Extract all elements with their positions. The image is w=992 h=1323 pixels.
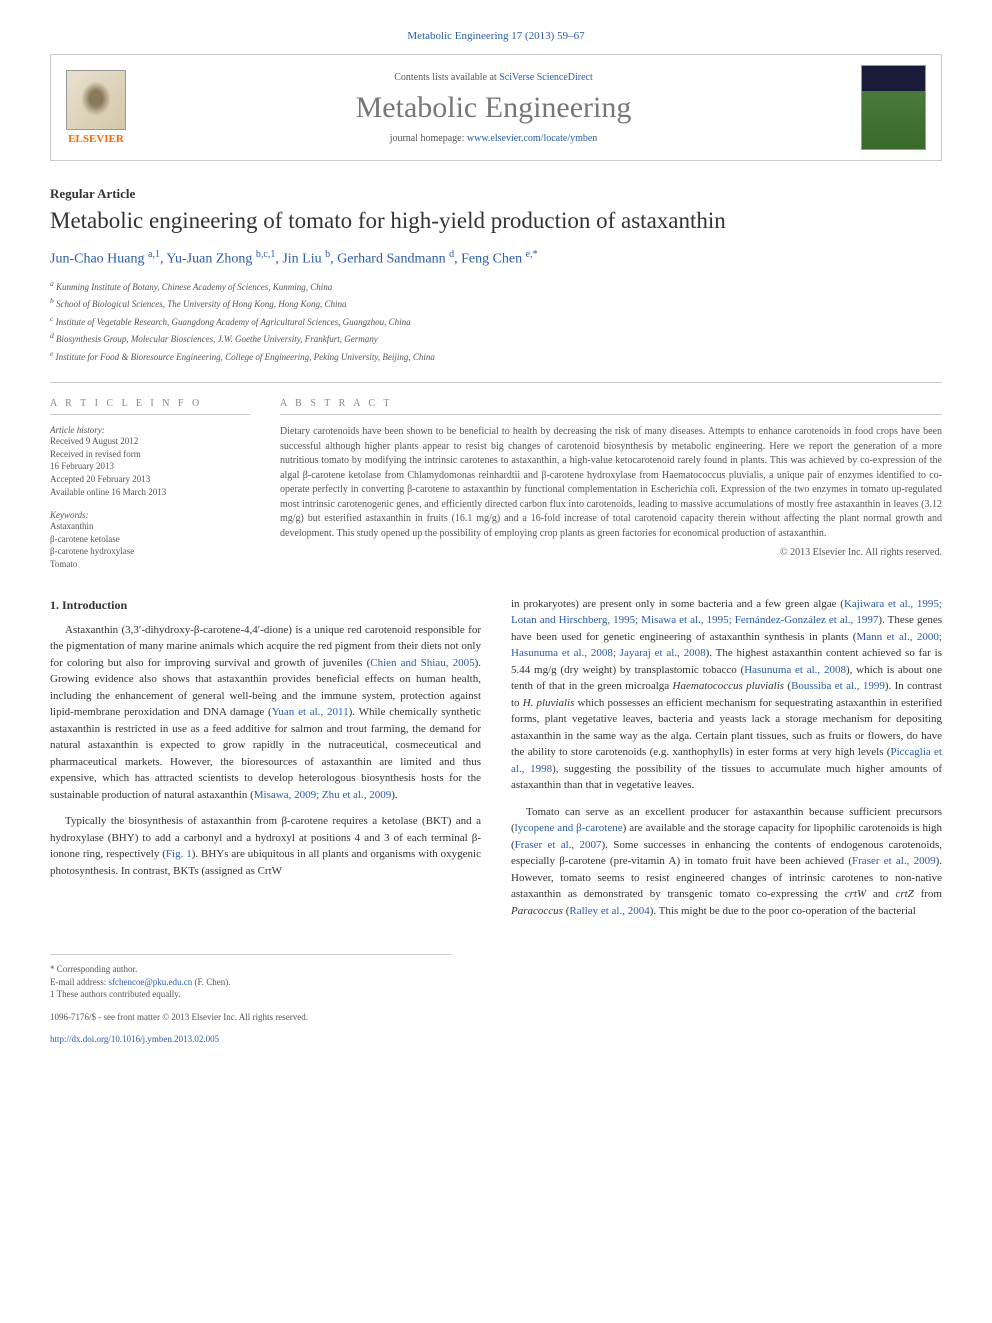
history-item: Accepted 20 February 2013 (50, 473, 250, 486)
contents-prefix: Contents lists available at (394, 72, 499, 83)
keywords-label: Keywords: (50, 510, 250, 520)
abstract-block: A B S T R A C T Dietary carotenoids have… (280, 398, 942, 570)
body-columns: 1. Introduction Astaxanthin (3,3′-dihydr… (50, 596, 942, 930)
journal-header: ELSEVIER Contents lists available at Sci… (50, 54, 942, 161)
corresponding-author: * Corresponding author. (50, 963, 451, 976)
info-abstract-row: A R T I C L E I N F O Article history: R… (50, 382, 942, 570)
keyword: β-carotene ketolase (50, 533, 250, 546)
article-info: A R T I C L E I N F O Article history: R… (50, 398, 250, 570)
doi-link[interactable]: http://dx.doi.org/10.1016/j.ymben.2013.0… (50, 1033, 451, 1046)
affiliation: c Institute of Vegetable Research, Guang… (50, 313, 942, 330)
publisher-name: ELSEVIER (68, 133, 124, 145)
affiliation: d Biosynthesis Group, Molecular Bioscien… (50, 330, 942, 347)
keyword: Tomato (50, 558, 250, 571)
elsevier-tree-icon (66, 70, 126, 130)
affiliation: b School of Biological Sciences, The Uni… (50, 295, 942, 312)
footer-notes: * Corresponding author. E-mail address: … (50, 954, 451, 1046)
issn-line: 1096-7176/$ - see front matter © 2013 El… (50, 1011, 451, 1024)
history-item: 16 February 2013 (50, 460, 250, 473)
history-item: Received 9 August 2012 (50, 435, 250, 448)
affiliation: e Institute for Food & Bioresource Engin… (50, 348, 942, 365)
paragraph: Astaxanthin (3,3′-dihydroxy-β-carotene-4… (50, 622, 481, 804)
affiliations: a Kunming Institute of Botany, Chinese A… (50, 278, 942, 365)
email-suffix: (F. Chen). (192, 977, 230, 987)
column-right: in prokaryotes) are present only in some… (511, 596, 942, 930)
article-type: Regular Article (50, 186, 942, 202)
section-heading-intro: 1. Introduction (50, 596, 481, 614)
paragraph: in prokaryotes) are present only in some… (511, 596, 942, 794)
history-block: Received 9 August 2012Received in revise… (50, 435, 250, 498)
sciencedirect-link[interactable]: SciVerse ScienceDirect (499, 72, 593, 83)
homepage-prefix: journal homepage: (390, 133, 467, 144)
history-label: Article history: (50, 425, 250, 435)
journal-cover-thumbnail[interactable] (861, 65, 926, 150)
abstract-copyright: © 2013 Elsevier Inc. All rights reserved… (280, 547, 942, 558)
journal-homepage: journal homepage: www.elsevier.com/locat… (126, 133, 861, 144)
email-line: E-mail address: sfchencoe@pku.edu.cn (F.… (50, 976, 451, 989)
header-center: Contents lists available at SciVerse Sci… (126, 72, 861, 144)
elsevier-logo[interactable]: ELSEVIER (66, 70, 126, 145)
paragraph: Typically the biosynthesis of astaxanthi… (50, 813, 481, 879)
article-title: Metabolic engineering of tomato for high… (50, 208, 942, 234)
article-info-heading: A R T I C L E I N F O (50, 398, 250, 415)
publisher-logo-block: ELSEVIER (66, 70, 126, 145)
authors-list: Jun-Chao Huang a,1, Yu-Juan Zhong b,c,1,… (50, 249, 942, 268)
affiliation: a Kunming Institute of Botany, Chinese A… (50, 278, 942, 295)
abstract-text: Dietary carotenoids have been shown to b… (280, 425, 942, 541)
journal-name: Metabolic Engineering (126, 91, 861, 125)
equal-contrib: 1 These authors contributed equally. (50, 988, 451, 1001)
history-item: Received in revised form (50, 448, 250, 461)
email-link[interactable]: sfchencoe@pku.edu.cn (108, 977, 192, 987)
email-label: E-mail address: (50, 977, 108, 987)
abstract-heading: A B S T R A C T (280, 398, 942, 415)
keyword: Astaxanthin (50, 520, 250, 533)
contents-line: Contents lists available at SciVerse Sci… (126, 72, 861, 83)
homepage-link[interactable]: www.elsevier.com/locate/ymben (467, 133, 597, 144)
paragraph: Tomato can serve as an excellent produce… (511, 804, 942, 920)
history-item: Available online 16 March 2013 (50, 486, 250, 499)
journal-citation[interactable]: Metabolic Engineering 17 (2013) 59–67 (50, 30, 942, 42)
column-left: 1. Introduction Astaxanthin (3,3′-dihydr… (50, 596, 481, 930)
keywords-block: Astaxanthinβ-carotene ketolaseβ-carotene… (50, 520, 250, 570)
keyword: β-carotene hydroxylase (50, 545, 250, 558)
